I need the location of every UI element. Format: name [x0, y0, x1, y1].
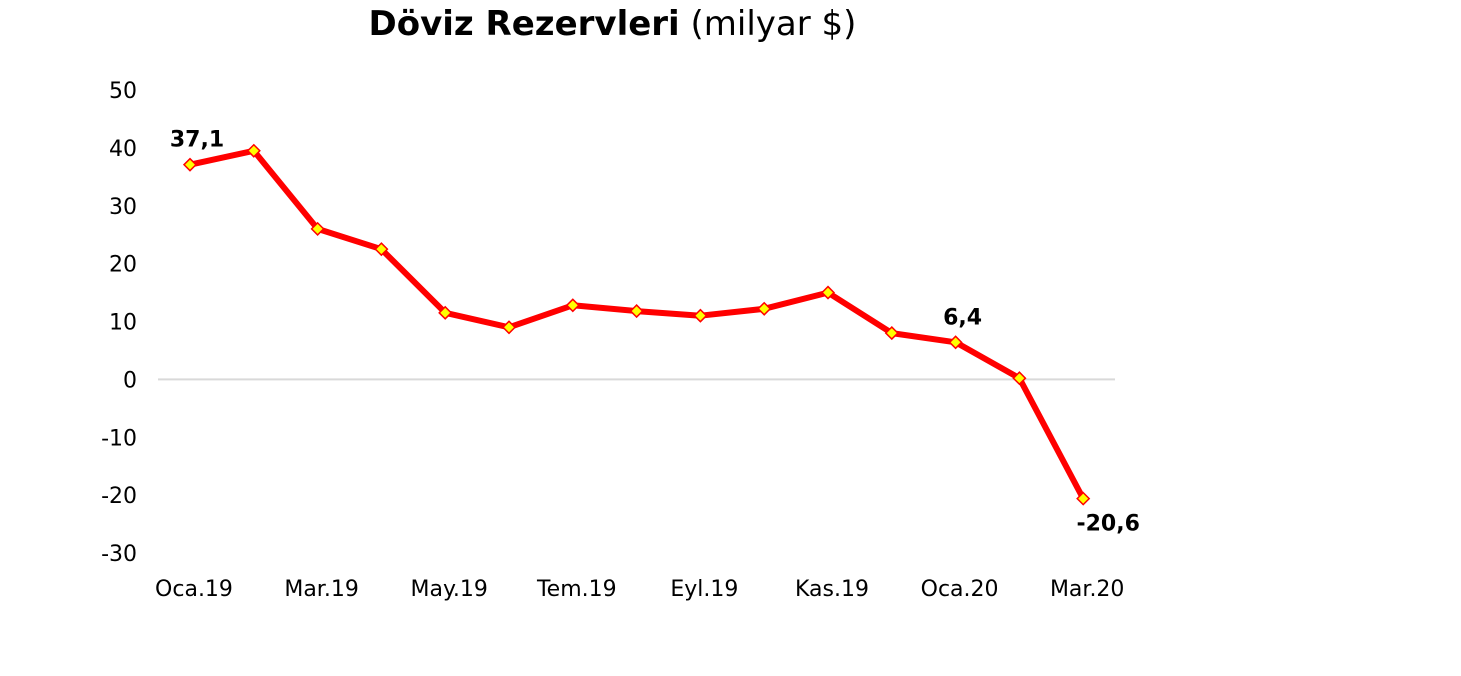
y-tick-label: 30 [109, 195, 137, 220]
data-point-marker [501, 320, 517, 335]
data-point-marker [374, 242, 389, 257]
chart-title: Döviz Rezervleri (milyar $) [0, 4, 1225, 44]
x-tick-label: Oca.19 [155, 577, 233, 602]
data-point-marker [310, 221, 325, 236]
x-tick-label: May.19 [411, 577, 488, 602]
data-point-marker [757, 301, 772, 316]
data-point-marker [565, 298, 580, 313]
y-tick-label: 20 [109, 253, 137, 278]
x-tick-label: Mar.19 [284, 577, 358, 602]
x-tick-label: Tem.19 [536, 577, 617, 602]
data-label: 37,1 [170, 128, 224, 153]
data-point-marker [629, 304, 644, 319]
data-point-marker [693, 308, 708, 323]
x-tick-label: Kas.19 [795, 577, 869, 602]
y-tick-label: -10 [101, 426, 137, 451]
data-point-marker [246, 143, 261, 158]
data-point-marker [438, 305, 453, 320]
y-tick-label: 50 [109, 79, 137, 104]
data-point-marker [884, 326, 899, 341]
data-label: 6,4 [943, 305, 982, 330]
x-axis-ticks: Oca.19 Mar.19 May.19 Tem.19 Eyl.19 Kas.19 Oca.… [155, 577, 1124, 602]
chart-title-main: Döviz Rezervleri [368, 4, 680, 44]
y-tick-label: 0 [123, 368, 137, 393]
data-point-marker [948, 335, 963, 350]
y-tick-label: -20 [101, 484, 137, 509]
data-point-marker [1076, 491, 1091, 506]
y-tick-label: 40 [109, 137, 137, 162]
data-point-marker [820, 285, 836, 300]
x-tick-label: Mar.20 [1050, 577, 1124, 602]
data-label: -20,6 [1076, 512, 1139, 537]
y-tick-label: -30 [101, 542, 137, 567]
data-point-marker [1012, 371, 1027, 386]
data-point-marker [182, 157, 198, 172]
x-tick-label: Eyl.19 [670, 577, 738, 602]
data-labels-group: 37,1 6,4 -20,6 [170, 128, 1140, 537]
x-tick-label: Oca.20 [921, 577, 999, 602]
chart-title-unit: (milyar $) [690, 4, 857, 44]
markers-group [182, 143, 1091, 506]
y-tick-label: 10 [109, 311, 137, 336]
y-axis-ticks: 50 40 30 20 10 0 -10 -20 -30 [101, 79, 137, 567]
